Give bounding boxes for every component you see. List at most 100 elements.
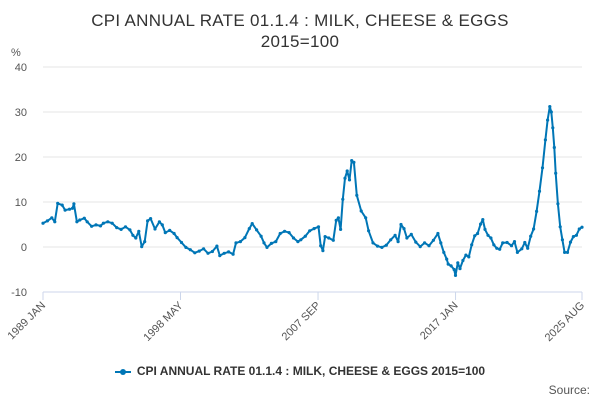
data-point[interactable]	[405, 236, 409, 240]
data-point[interactable]	[515, 250, 520, 254]
data-point[interactable]	[431, 238, 435, 242]
data-point[interactable]	[45, 219, 50, 223]
data-point[interactable]	[489, 236, 493, 240]
data-point[interactable]	[461, 258, 465, 263]
data-point[interactable]	[467, 255, 471, 259]
data-point[interactable]	[558, 225, 562, 229]
data-point[interactable]	[140, 245, 144, 249]
data-point[interactable]	[143, 240, 147, 244]
data-point[interactable]	[227, 250, 231, 254]
data-point[interactable]	[106, 220, 110, 224]
data-point[interactable]	[210, 249, 214, 254]
data-point[interactable]	[215, 244, 219, 248]
data-point[interactable]	[449, 264, 453, 268]
data-point[interactable]	[115, 226, 119, 230]
data-point[interactable]	[175, 236, 179, 240]
data-point[interactable]	[247, 227, 251, 231]
data-point[interactable]	[384, 243, 388, 247]
data-point[interactable]	[63, 208, 67, 212]
data-point[interactable]	[554, 171, 558, 175]
data-point[interactable]	[50, 216, 54, 220]
data-point[interactable]	[427, 244, 431, 248]
data-point[interactable]	[436, 231, 440, 236]
data-point[interactable]	[339, 227, 343, 231]
data-point[interactable]	[153, 227, 157, 231]
data-point[interactable]	[355, 193, 359, 197]
data-point[interactable]	[123, 225, 128, 229]
data-point[interactable]	[168, 228, 172, 232]
data-point[interactable]	[131, 233, 135, 237]
data-point[interactable]	[563, 250, 567, 254]
data-point[interactable]	[72, 202, 76, 206]
data-point[interactable]	[580, 225, 584, 229]
data-point[interactable]	[483, 227, 487, 231]
data-point[interactable]	[234, 241, 238, 245]
data-point[interactable]	[352, 160, 356, 164]
data-point[interactable]	[179, 240, 184, 245]
data-point[interactable]	[308, 229, 312, 233]
data-point[interactable]	[222, 251, 226, 255]
data-point[interactable]	[479, 222, 483, 226]
data-point[interactable]	[359, 209, 363, 213]
data-point[interactable]	[552, 145, 556, 150]
data-point[interactable]	[262, 241, 266, 245]
data-point[interactable]	[498, 247, 502, 251]
data-point[interactable]	[163, 231, 167, 235]
data-point[interactable]	[312, 227, 316, 231]
data-point[interactable]	[128, 228, 132, 232]
data-point[interactable]	[577, 227, 581, 231]
data-point[interactable]	[259, 234, 263, 238]
data-point[interactable]	[501, 241, 505, 245]
data-point[interactable]	[67, 207, 72, 211]
data-point[interactable]	[41, 221, 45, 225]
data-point[interactable]	[409, 232, 413, 236]
data-point[interactable]	[94, 223, 98, 227]
data-point[interactable]	[423, 241, 427, 245]
data-point[interactable]	[134, 236, 138, 240]
data-point[interactable]	[543, 138, 548, 142]
data-point[interactable]	[565, 250, 570, 254]
data-point[interactable]	[452, 267, 456, 272]
data-point[interactable]	[532, 227, 536, 231]
data-point[interactable]	[206, 251, 210, 255]
data-point[interactable]	[568, 240, 573, 244]
data-point[interactable]	[149, 217, 153, 221]
data-point[interactable]	[537, 189, 542, 193]
data-point[interactable]	[380, 245, 384, 249]
data-point[interactable]	[197, 249, 201, 253]
data-point[interactable]	[75, 220, 79, 224]
data-point[interactable]	[278, 231, 282, 236]
data-point[interactable]	[85, 220, 89, 224]
data-point[interactable]	[321, 249, 325, 253]
data-point[interactable]	[476, 231, 480, 236]
data-point[interactable]	[53, 220, 57, 224]
data-point[interactable]	[119, 227, 123, 231]
data-point[interactable]	[389, 238, 393, 242]
data-point[interactable]	[509, 244, 514, 248]
data-point[interactable]	[238, 240, 242, 244]
data-point[interactable]	[202, 247, 206, 251]
data-point[interactable]	[319, 244, 323, 248]
data-point[interactable]	[345, 169, 349, 173]
data-point[interactable]	[101, 221, 105, 225]
data-point[interactable]	[546, 118, 550, 122]
data-point[interactable]	[287, 231, 291, 235]
data-point[interactable]	[560, 238, 565, 242]
data-point[interactable]	[456, 261, 460, 265]
data-point[interactable]	[184, 245, 188, 249]
data-point[interactable]	[375, 244, 380, 248]
data-point[interactable]	[535, 209, 539, 213]
data-point[interactable]	[399, 222, 403, 227]
data-point[interactable]	[98, 224, 103, 228]
data-point[interactable]	[512, 240, 517, 244]
data-point[interactable]	[231, 252, 235, 256]
data-point[interactable]	[296, 240, 300, 244]
data-point[interactable]	[274, 240, 278, 244]
data-point[interactable]	[551, 126, 555, 130]
data-point[interactable]	[269, 241, 273, 245]
data-point[interactable]	[172, 231, 176, 236]
data-point[interactable]	[549, 110, 553, 114]
data-point[interactable]	[486, 233, 490, 237]
data-point[interactable]	[458, 267, 462, 271]
data-point[interactable]	[265, 245, 269, 249]
